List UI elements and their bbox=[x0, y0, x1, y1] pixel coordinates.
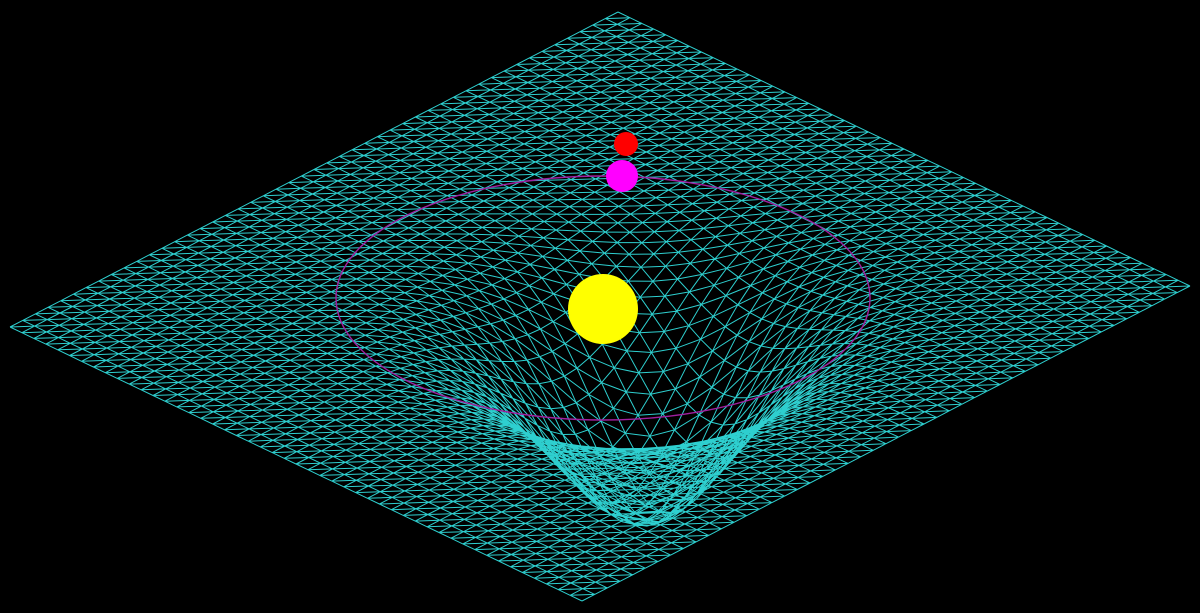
planet-body bbox=[606, 160, 638, 192]
moon-body bbox=[614, 132, 638, 156]
spacetime-grid-mesh bbox=[9, 11, 1191, 602]
grid-lines bbox=[9, 11, 1191, 602]
orbit-path bbox=[335, 175, 871, 421]
sun-body bbox=[568, 274, 638, 344]
